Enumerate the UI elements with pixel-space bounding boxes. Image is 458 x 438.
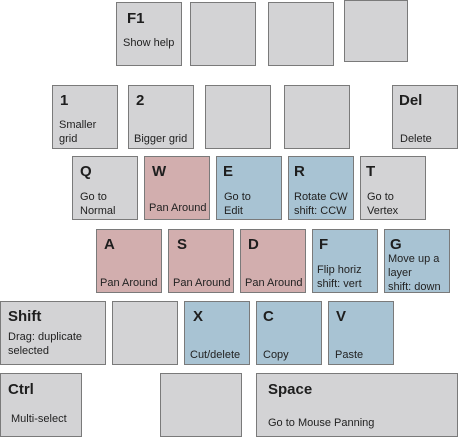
key-a[interactable]: A Pan Around xyxy=(96,229,162,293)
key-label: T xyxy=(366,163,376,180)
key-1[interactable]: 1 Smaller grid xyxy=(52,85,118,149)
key-description: Go to Normal xyxy=(80,191,116,217)
key-label: E xyxy=(223,163,234,180)
key-blank[interactable] xyxy=(160,373,242,437)
key-w[interactable]: W Pan Around xyxy=(144,156,210,220)
key-label: Shift xyxy=(8,308,42,325)
key-v[interactable]: V Paste xyxy=(328,301,394,365)
key-label: W xyxy=(152,163,167,180)
key-blank[interactable] xyxy=(190,2,256,66)
key-description: Rotate CW shift: CCW xyxy=(294,191,348,217)
key-shift[interactable]: Shift Drag: duplicate selected xyxy=(0,301,106,365)
key-label: Space xyxy=(268,381,313,398)
key-label: Q xyxy=(80,163,92,180)
key-label: Ctrl xyxy=(8,381,34,398)
key-description: Show help xyxy=(123,37,175,49)
key-del[interactable]: Del Delete xyxy=(392,85,458,149)
key-2[interactable]: 2 Bigger grid xyxy=(128,85,194,149)
key-blank[interactable] xyxy=(112,301,178,365)
key-description: Bigger grid xyxy=(134,133,188,145)
key-description: Flip horiz shift: vert xyxy=(317,264,362,290)
key-label: V xyxy=(336,308,347,325)
key-description: Paste xyxy=(335,349,364,361)
key-label: S xyxy=(177,236,188,253)
key-description: Cut/delete xyxy=(190,349,241,361)
key-ctrl[interactable]: Ctrl Multi-select xyxy=(0,373,82,437)
key-e[interactable]: E Go to Edit xyxy=(216,156,282,220)
key-space[interactable]: Space Go to Mouse Panning xyxy=(256,373,458,437)
key-r[interactable]: R Rotate CW shift: CCW xyxy=(288,156,354,220)
key-label: Del xyxy=(399,92,423,109)
key-f1[interactable]: F1 Show help xyxy=(116,2,182,66)
key-blank[interactable] xyxy=(344,0,408,62)
key-label: D xyxy=(248,236,259,253)
key-label: F xyxy=(319,236,329,253)
key-d[interactable]: D Pan Around xyxy=(240,229,306,293)
key-description: Copy xyxy=(263,349,289,361)
key-x[interactable]: X Cut/delete xyxy=(184,301,250,365)
key-label: F1 xyxy=(127,10,145,27)
key-label: 1 xyxy=(60,92,69,109)
key-description: Pan Around xyxy=(173,277,231,289)
key-description: Pan Around xyxy=(149,202,207,214)
key-label: 2 xyxy=(136,92,145,109)
key-description: Move up a layer shift: down xyxy=(388,253,441,293)
key-blank[interactable] xyxy=(205,85,271,149)
key-g[interactable]: G Move up a layer shift: down xyxy=(384,229,450,293)
key-label: A xyxy=(104,236,115,253)
key-description: Delete xyxy=(400,133,432,145)
key-description: Smaller grid xyxy=(59,119,97,145)
key-label: R xyxy=(294,163,305,180)
key-description: Pan Around xyxy=(245,277,303,289)
key-label: C xyxy=(263,308,274,325)
key-t[interactable]: T Go to Vertex xyxy=(360,156,426,220)
key-s[interactable]: S Pan Around xyxy=(168,229,234,293)
key-description: Multi-select xyxy=(11,413,67,425)
key-f[interactable]: F Flip horiz shift: vert xyxy=(312,229,378,293)
key-description: Go to Mouse Panning xyxy=(268,417,375,429)
key-q[interactable]: Q Go to Normal xyxy=(72,156,138,220)
key-label: G xyxy=(390,236,402,253)
key-description: Drag: duplicate selected xyxy=(8,331,82,357)
key-description: Go to Vertex xyxy=(367,191,399,217)
key-blank[interactable] xyxy=(284,85,350,149)
key-description: Pan Around xyxy=(100,277,158,289)
key-label: X xyxy=(193,308,204,325)
key-description: Go to Edit xyxy=(224,191,251,217)
key-blank[interactable] xyxy=(268,2,334,66)
key-c[interactable]: C Copy xyxy=(256,301,322,365)
